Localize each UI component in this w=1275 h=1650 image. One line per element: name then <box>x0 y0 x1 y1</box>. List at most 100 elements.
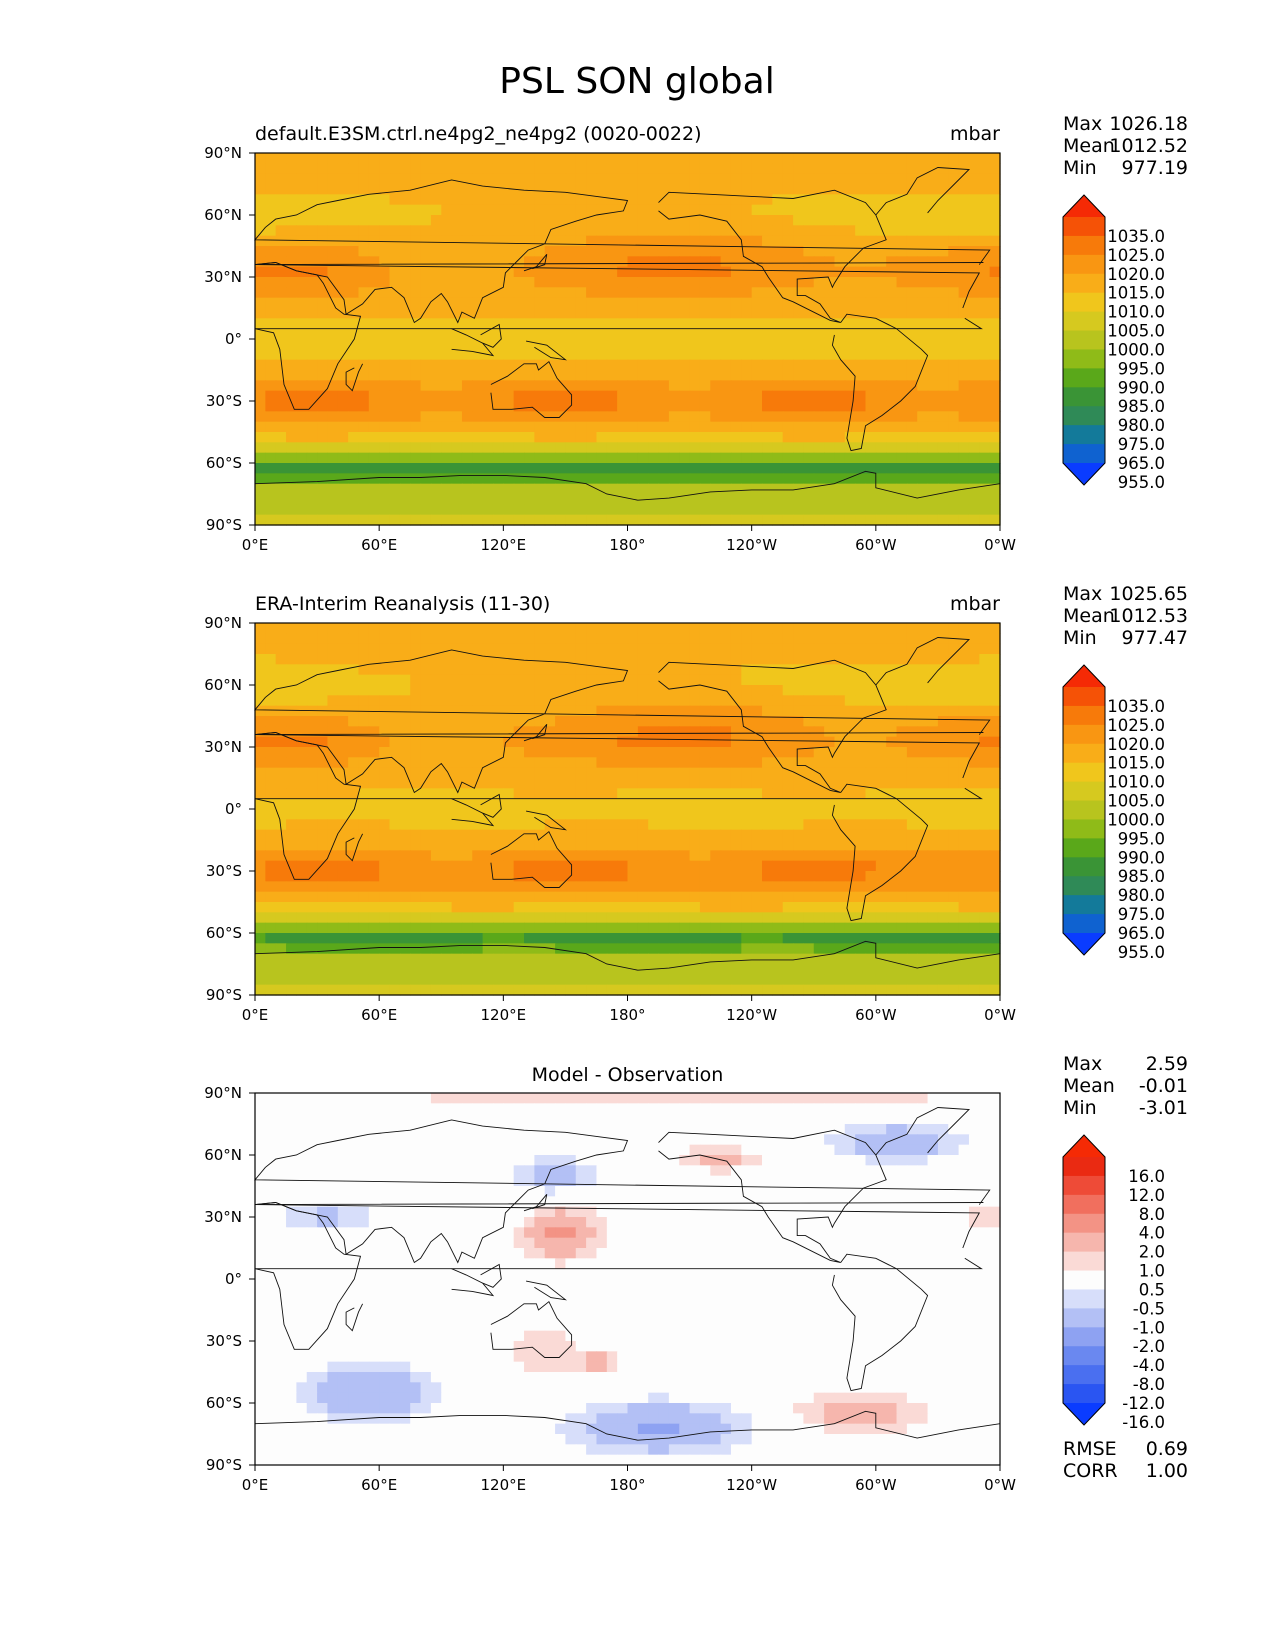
field-cell <box>255 767 266 779</box>
field-cell <box>937 912 949 924</box>
field-cell <box>358 514 370 526</box>
field-cell <box>989 204 1001 216</box>
field-cell <box>606 432 618 443</box>
field-cell <box>389 654 401 665</box>
field-cell <box>710 891 722 903</box>
field-cell <box>575 643 587 655</box>
field-cell <box>803 452 815 464</box>
field-cell <box>544 840 556 851</box>
field-cell <box>317 401 329 412</box>
field-cell <box>958 891 970 903</box>
field-cell <box>958 643 970 655</box>
field-cell <box>958 912 970 924</box>
field-cell <box>751 860 763 872</box>
field-cell <box>689 494 701 505</box>
field-cell <box>689 860 701 872</box>
field-cell <box>348 514 360 526</box>
field-cell <box>389 442 401 454</box>
field-cell <box>534 664 546 676</box>
field-cell <box>875 463 887 474</box>
field-cell <box>399 380 411 392</box>
field-cell <box>689 809 701 820</box>
field-cell <box>958 297 970 309</box>
field-cell <box>679 819 691 831</box>
field-cell <box>368 829 380 841</box>
field-cell <box>420 902 432 913</box>
field-cell <box>844 860 856 872</box>
field-cell <box>948 153 960 164</box>
field-cell <box>989 943 1001 955</box>
field-cell <box>689 664 701 676</box>
field-cell <box>979 705 991 717</box>
field-cell <box>255 685 266 696</box>
field-cell <box>420 452 432 464</box>
field-cell <box>586 819 598 831</box>
field-cell <box>472 256 484 268</box>
field-cell <box>658 246 670 257</box>
field-cell <box>617 411 629 423</box>
field-cell <box>772 747 784 758</box>
field-cell <box>461 256 473 268</box>
field-cell <box>627 643 639 655</box>
field-cell <box>834 881 846 893</box>
field-cell <box>482 829 494 841</box>
field-cell <box>834 215 846 226</box>
field-cell <box>575 798 587 810</box>
field-cell <box>648 328 660 340</box>
field-cell <box>782 798 794 810</box>
field-cell <box>379 308 391 319</box>
field-cell <box>265 297 277 309</box>
field-cell <box>627 194 639 206</box>
field-cell <box>658 370 670 381</box>
field-cell <box>689 256 701 268</box>
field-cell <box>927 390 939 402</box>
field-cell <box>544 494 556 505</box>
field-cell <box>896 664 908 676</box>
field-cell <box>565 194 577 206</box>
field-cell <box>482 922 494 934</box>
field-cell <box>265 421 277 433</box>
field-cell <box>824 819 836 831</box>
field-cell <box>813 891 825 903</box>
field-cell <box>337 411 349 423</box>
field-cell <box>317 390 329 402</box>
field-cell <box>575 328 587 340</box>
field-cell <box>762 380 773 392</box>
field-cell <box>865 736 877 748</box>
field-cell <box>451 716 463 727</box>
field-cell <box>358 850 370 862</box>
field-cell <box>606 173 618 185</box>
field-cell <box>296 173 308 185</box>
field-cell <box>296 401 308 412</box>
field-cell <box>565 902 577 913</box>
field-cell <box>689 788 701 800</box>
field-cell <box>824 685 836 696</box>
field-cell <box>875 215 887 226</box>
field-cell <box>730 328 742 340</box>
field-cell <box>617 173 629 185</box>
field-cell <box>648 463 660 474</box>
field-cell <box>917 173 929 185</box>
lon-tick-label: 0°W <box>984 536 1016 554</box>
field-cell <box>296 163 308 175</box>
field-cell <box>979 643 991 655</box>
colorbar-level-label: 1005.0 <box>1107 322 1165 341</box>
field-cell <box>596 654 608 665</box>
field-cell <box>617 943 629 955</box>
field-cell <box>782 819 794 831</box>
field-cell <box>917 308 929 319</box>
field-cell <box>844 809 856 820</box>
field-cell <box>606 902 618 913</box>
field-cell <box>503 809 515 820</box>
field-cell <box>824 266 836 278</box>
field-cell <box>275 840 287 851</box>
field-cell <box>575 380 587 392</box>
field-cell <box>917 380 929 392</box>
field-cell <box>668 860 680 872</box>
field-cell <box>824 194 836 206</box>
field-cell <box>410 767 422 779</box>
field-cell <box>834 829 846 841</box>
field-cell <box>730 664 742 676</box>
field-cell <box>317 287 329 299</box>
field-cell <box>751 401 763 412</box>
